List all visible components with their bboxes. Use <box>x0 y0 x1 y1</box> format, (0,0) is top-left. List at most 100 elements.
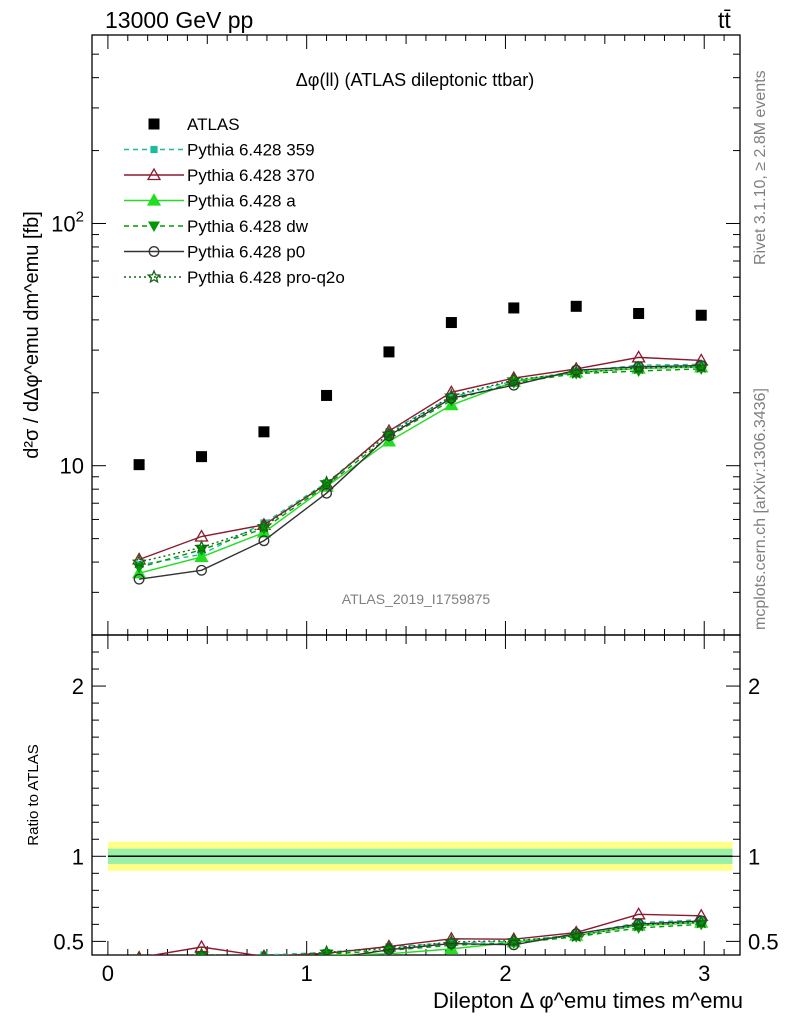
ratio-point <box>506 933 522 947</box>
data-point <box>256 518 272 533</box>
legend-item-pythia-6-428-pro-q2o: Pythia 6.428 pro-q2o <box>124 268 345 287</box>
legend-marker <box>150 145 158 154</box>
ratio-line <box>150 913 702 955</box>
legend-marker <box>148 246 160 257</box>
ratio-line <box>319 921 702 955</box>
analysis-id: ATLAS_2019_I1759875 <box>342 591 491 607</box>
y-tick-label: 102 <box>51 208 84 236</box>
ratio-point <box>631 917 646 932</box>
ratio-point <box>693 914 709 929</box>
ratio-point <box>200 953 203 955</box>
data-point <box>321 389 333 401</box>
series-pythia-6-428-370 <box>131 350 709 565</box>
ratio-plot-frame <box>91 634 741 956</box>
ratio-point <box>381 940 397 955</box>
data-point <box>196 564 207 576</box>
data-point <box>194 549 209 563</box>
x-tick-label: 1 <box>301 961 313 986</box>
legend-label: Pythia 6.428 p0 <box>187 243 305 262</box>
ratio-line <box>349 920 702 955</box>
series-line <box>138 363 702 566</box>
data-point <box>383 346 395 358</box>
legend-marker <box>146 269 162 284</box>
data-point <box>506 372 522 387</box>
mcplots-label: mcplots.cern.ch [arXiv:1306.3436] <box>752 388 769 630</box>
data-point <box>508 302 520 314</box>
data-point <box>631 350 646 363</box>
ratio-series-pythia-6-428-pro-q2o <box>137 914 709 955</box>
data-point <box>508 379 520 391</box>
data-point <box>258 535 270 547</box>
header-process: tt̄ <box>718 7 731 33</box>
legend-item-pythia-6-428-370: Pythia 6.428 370 <box>124 166 315 185</box>
data-point <box>695 309 707 321</box>
ratio-point <box>134 964 144 974</box>
ratio-y-axis-label: Ratio to ATLAS <box>25 744 42 845</box>
legend-marker <box>148 221 160 232</box>
ratio-point <box>323 953 330 955</box>
rivet-label: Rivet 3.1.10, ≥ 2.8M events <box>752 70 769 265</box>
ratio-point <box>259 961 269 971</box>
data-point <box>196 451 208 463</box>
legend-marker <box>146 167 162 181</box>
data-point <box>383 430 395 442</box>
header-collision: 13000 GeV pp <box>105 7 253 33</box>
ratio-point <box>263 953 265 955</box>
ratio-point <box>257 954 270 955</box>
data-point <box>319 475 334 490</box>
ratio-point <box>136 957 143 964</box>
ratio-axis-ticks: 0 1 2 3 0.5 0.5 1 1 2 2 <box>53 635 779 986</box>
legend-marker <box>148 118 160 130</box>
data-point <box>258 426 270 438</box>
ratio-point <box>258 949 270 955</box>
data-point <box>633 307 645 319</box>
series-line <box>138 366 702 574</box>
data-point <box>381 426 397 441</box>
series-line <box>138 356 702 561</box>
data-point <box>568 365 584 379</box>
plot-title: Δφ(ll) (ATLAS dileptonic ttbar) <box>296 70 534 90</box>
ratio-point <box>445 938 457 950</box>
ratio-point <box>631 907 646 920</box>
legend-item-pythia-6-428-dw: Pythia 6.428 dw <box>124 217 309 236</box>
series-pythia-6-428-p0 <box>133 360 707 585</box>
ratio-uncertainty-band <box>107 841 733 871</box>
ratio-line <box>186 921 702 955</box>
legend-item-pythia-6-428-359: Pythia 6.428 359 <box>124 141 315 160</box>
series-atlas <box>133 300 707 471</box>
data-point <box>631 360 646 375</box>
ratio-point <box>133 960 145 971</box>
ratio-point <box>133 958 145 969</box>
y-tick-label: 0.5 <box>53 929 84 954</box>
main-axis-ticks: 10 102 <box>51 34 740 636</box>
legend-label: Pythia 6.428 dw <box>187 217 309 236</box>
y-tick-label: 2 <box>72 674 84 699</box>
legend-item-pythia-6-428-a: Pythia 6.428 a <box>124 192 296 211</box>
ratio-point <box>197 964 207 974</box>
series-pythia-6-428-pro-q2o <box>131 359 709 569</box>
y-tick-label-right: 0.5 <box>748 929 779 954</box>
y-tick-label-right: 2 <box>748 674 760 699</box>
legend-label: Pythia 6.428 pro-q2o <box>187 268 345 287</box>
data-point <box>131 554 147 569</box>
data-point <box>133 573 145 585</box>
ratio-point <box>194 946 209 955</box>
y-tick-label: 1 <box>72 844 84 869</box>
series-pythia-6-428-359 <box>135 360 705 569</box>
series-pythia-6-428-dw <box>133 364 708 574</box>
data-point <box>194 539 209 554</box>
main-y-axis-label: d²σ / dΔφ^emu dm^emu [fb] <box>21 211 43 459</box>
data-point <box>445 317 457 329</box>
ratio-point <box>508 939 520 951</box>
series-line <box>139 364 702 580</box>
ratio-point <box>198 956 205 963</box>
data-point <box>693 359 709 374</box>
x-tick-label: 2 <box>499 961 511 986</box>
data-point <box>321 487 333 499</box>
ratio-series-pythia-6-428-370 <box>136 907 709 955</box>
legend-item-atlas: ATLAS <box>148 115 240 134</box>
ratio-point <box>444 934 459 949</box>
ratio-point <box>568 928 584 943</box>
ratio-series-pythia-6-428-359 <box>136 916 705 964</box>
